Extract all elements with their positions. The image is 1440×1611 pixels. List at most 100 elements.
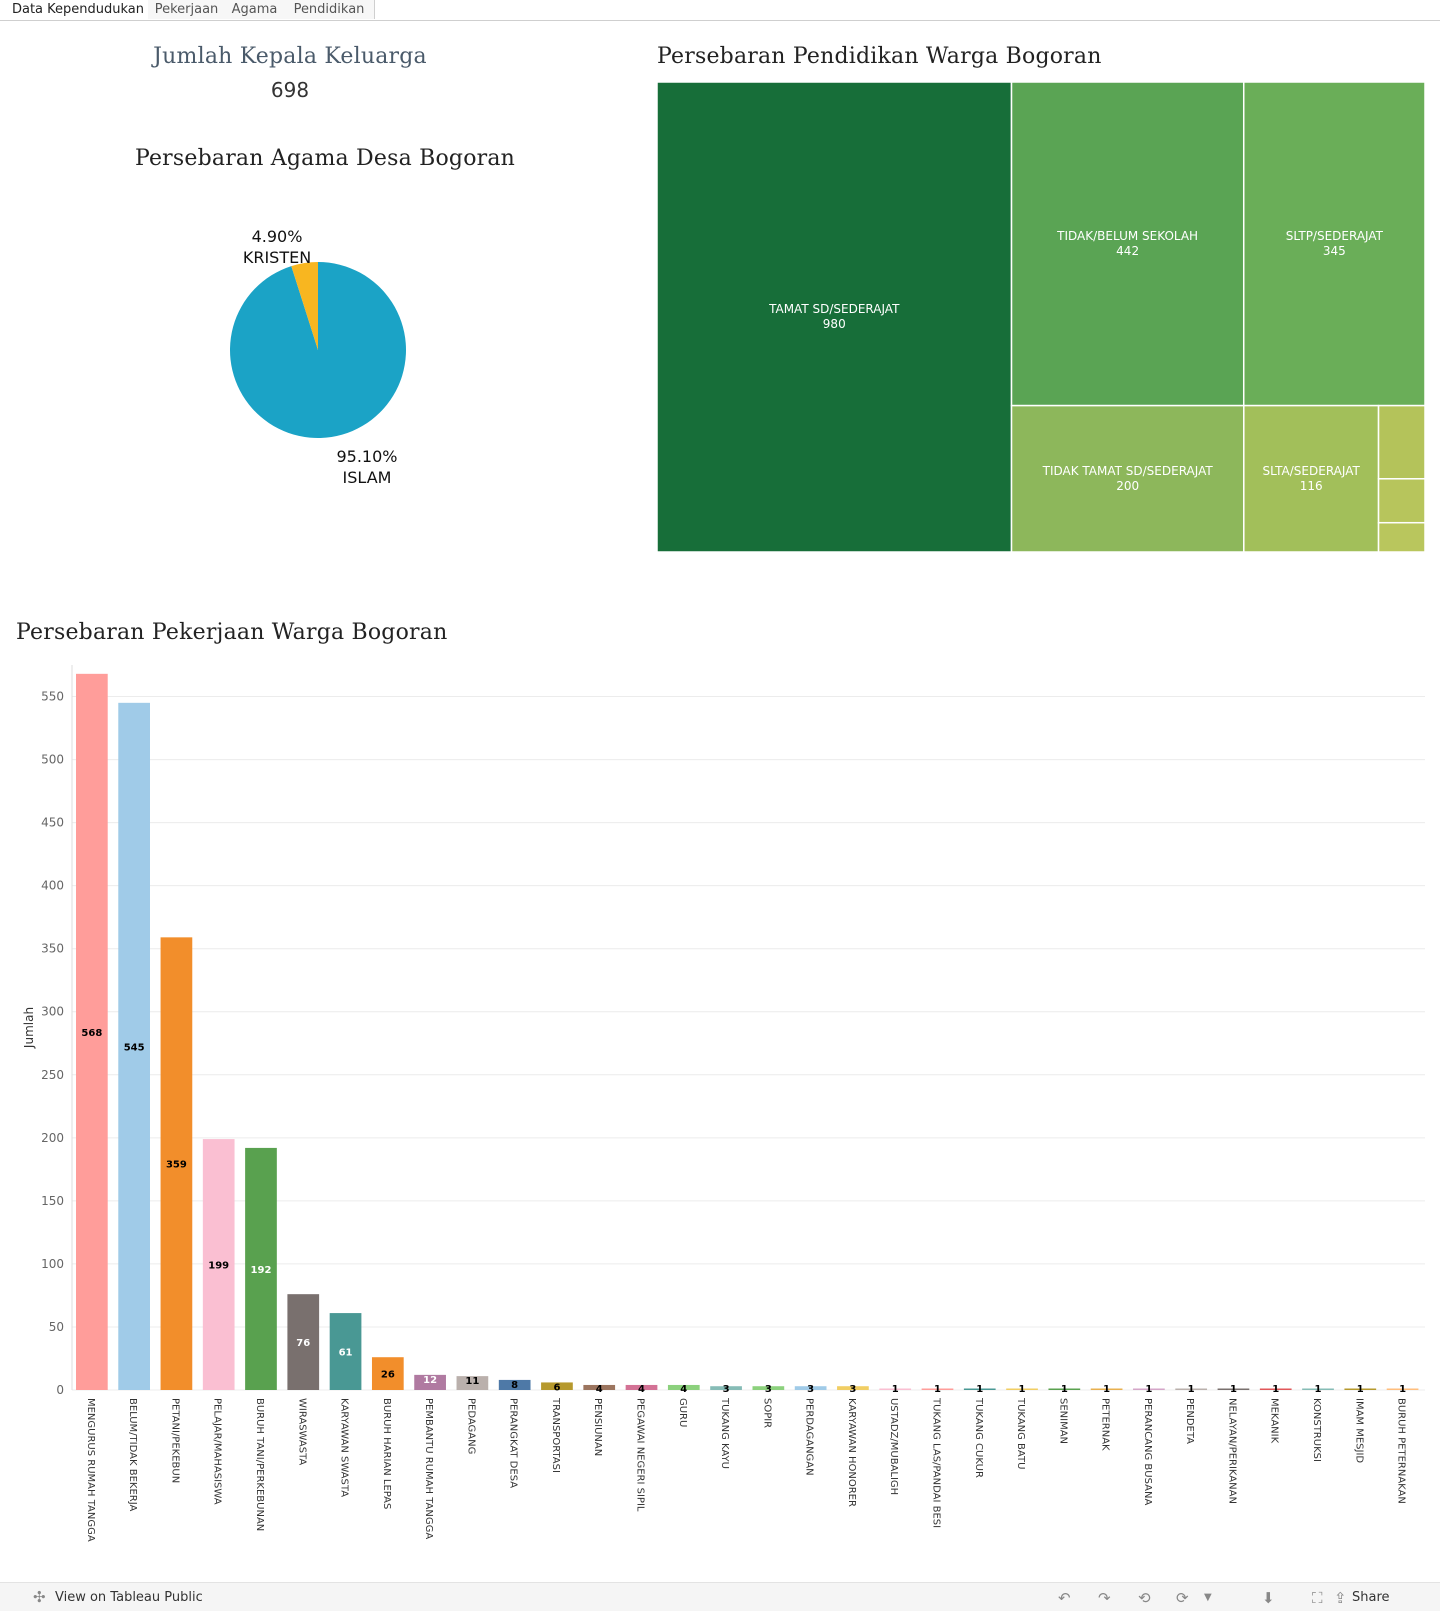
y-tick-label: 350 [41,942,64,956]
treemap-cell-value: 116 [1300,479,1323,493]
bar-value-label: 1 [1272,1384,1279,1395]
undo-icon[interactable]: ↶ [1058,1589,1071,1607]
treemap-cell [657,82,1013,552]
bar [456,1376,489,1390]
treemap-cell-label: SLTP/SEDERAJAT [1286,229,1384,243]
bar [287,1294,320,1390]
pie-label-kristen-pct: 4.90% [251,227,303,246]
refresh-icon[interactable]: ⟳ [1176,1589,1189,1607]
x-category-label: TUKANG LAS/PANDAI BESI [930,1397,941,1528]
view-on-tableau-link[interactable]: View on Tableau Public [55,1590,203,1605]
chevron-down-icon[interactable]: ▼ [1204,1592,1212,1603]
x-category-label: PENSIUNAN [592,1398,603,1456]
bar-value-label: 3 [765,1384,772,1395]
fullscreen-icon[interactable]: ⛶ [1312,1589,1323,1607]
bar [1217,1388,1250,1390]
bar [76,673,108,1390]
pekerjaan-chart-title: Persebaran Pekerjaan Warga Bogoran [16,620,448,645]
bar-value-label: 1 [1145,1384,1152,1395]
x-category-label: WIRASWASTA [296,1398,307,1465]
y-tick-label: 200 [41,1131,64,1145]
bar [710,1386,742,1390]
x-category-label: KARYAWAN HONORER [846,1398,857,1507]
x-category-label: NELAYAN/PERIKANAN [1226,1398,1237,1504]
x-category-label: PENDETA [1184,1398,1195,1444]
agama-chart-title: Persebaran Agama Desa Bogoran [134,146,516,171]
share-button[interactable]: Share [1352,1590,1390,1605]
treemap-cell-label: TIDAK TAMAT SD/SEDERAJAT [1042,464,1214,478]
bar-value-label: 1 [1019,1384,1026,1395]
x-category-label: PERANGKAT DESA [508,1398,519,1488]
bar [1302,1388,1334,1390]
bar-value-label: 11 [465,1376,479,1387]
bar [1344,1388,1377,1390]
treemap-cell-value: 980 [823,317,846,331]
pie-label-islam: 95.10% ISLAM [322,446,412,488]
x-category-label: SENIMAN [1057,1398,1068,1444]
y-tick-label: 150 [41,1194,64,1208]
bar-value-label: 1 [1315,1384,1322,1395]
redo-icon[interactable]: ↷ [1098,1589,1111,1607]
bar [1048,1388,1081,1390]
pie-label-islam-pct: 95.10% [336,447,398,466]
bar-value-label: 545 [124,1042,145,1053]
treemap-cell-label: TAMAT SD/SEDERAJAT [768,302,900,316]
tab-pekerjaan[interactable]: Pekerjaan [148,0,226,19]
treemap-cell-label: TIDAK/BELUM SEKOLAH [1056,229,1198,243]
x-category-label: BURUH PETERNAKAN [1396,1398,1407,1504]
y-axis-label: Jumlah [22,1007,36,1049]
y-tick-label: 100 [41,1257,64,1271]
treemap-cell [1377,478,1425,524]
bar [1133,1388,1165,1390]
bar [625,1384,658,1390]
x-category-label: PEGAWAI NEGERI SIPIL [635,1398,646,1512]
bar-value-label: 61 [339,1348,353,1359]
bar-value-label: 4 [638,1384,645,1395]
tab-data-kependudukan[interactable]: Data Kependudukan [8,0,149,19]
bar [245,1147,277,1390]
bar-value-label: 12 [423,1375,437,1386]
x-category-label: TUKANG CUKUR [973,1397,984,1478]
treemap-cell-value: 442 [1116,244,1139,258]
bar [202,1139,235,1390]
bar [963,1388,996,1390]
x-category-label: KONSTRUKSI [1311,1398,1322,1462]
tableau-logo-icon: ✣ [33,1588,46,1606]
x-category-label: SOPIR [761,1398,772,1428]
x-category-label: PETERNAK [1100,1398,1111,1451]
x-category-label: BURUH TANI/PERKEBUNAN [254,1398,265,1531]
y-tick-label: 550 [41,690,64,704]
bar-value-label: 3 [807,1384,814,1395]
x-category-label: TUKANG KAYU [719,1397,730,1469]
bar-value-label: 199 [208,1261,229,1272]
tab-pendidikan[interactable]: Pendidikan [284,0,375,19]
bar-value-label: 3 [723,1384,730,1395]
bar [921,1388,954,1390]
download-icon[interactable]: ⬇ [1262,1589,1275,1607]
bar-value-label: 1 [1061,1384,1068,1395]
bar [667,1384,700,1390]
tab-agama[interactable]: Agama [225,0,285,19]
treemap-cell-label: SLTA/SEDERAJAT [1263,464,1361,478]
share-icon[interactable]: ⇪ [1334,1589,1347,1607]
x-category-label: PERDAGANGAN [804,1398,815,1476]
bar [1175,1388,1208,1390]
treemap-cell-value: 200 [1116,479,1139,493]
bar-value-label: 1 [1230,1384,1237,1395]
kepala-keluarga-value: 698 [270,78,310,102]
bar [160,937,193,1390]
x-category-label: GURU [677,1398,688,1427]
bar-value-label: 568 [81,1028,102,1039]
bar [371,1357,404,1390]
treemap-cell [1377,404,1425,480]
agama-pie-chart [230,262,406,438]
bar [1386,1388,1419,1390]
bar-value-label: 6 [553,1382,560,1393]
revert-icon[interactable]: ⟲ [1138,1589,1151,1607]
x-category-label: PERANCANG BUSANA [1142,1398,1153,1505]
bar-value-label: 8 [511,1380,518,1391]
bar [879,1388,912,1390]
x-category-label: USTADZ/MUBALIGH [888,1398,899,1495]
pie-label-islam-name: ISLAM [342,468,392,487]
